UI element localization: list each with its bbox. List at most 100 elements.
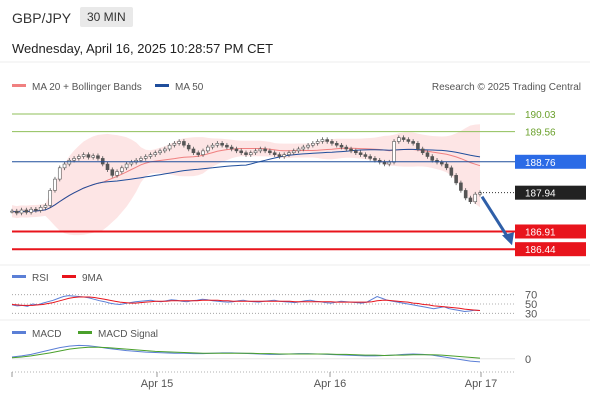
candle <box>268 150 272 154</box>
candle <box>19 209 24 214</box>
candle <box>449 167 454 176</box>
support-2-badge <box>515 242 586 257</box>
candle <box>406 139 411 142</box>
candle <box>363 154 368 157</box>
candle <box>239 150 244 154</box>
candle <box>210 144 215 148</box>
candle <box>196 152 201 155</box>
candle <box>57 167 62 180</box>
candle <box>416 143 420 150</box>
pivot-badge <box>515 154 586 169</box>
candle <box>91 155 95 158</box>
candle <box>263 148 267 152</box>
candle <box>439 161 444 165</box>
macd-tick-0: 0 <box>525 354 531 366</box>
candle <box>182 141 186 146</box>
candle <box>387 161 392 165</box>
rsi-ma-legend-label: 9MA <box>82 273 103 284</box>
rsi-series-0 <box>11 295 481 313</box>
candle <box>10 210 14 213</box>
ma20-legend-swatch <box>12 84 26 87</box>
symbol-title: GBP/JPY <box>12 10 72 26</box>
candle <box>215 143 220 146</box>
x-tick-label: Apr 15 <box>141 378 173 390</box>
candle <box>148 154 153 157</box>
candle <box>397 137 401 142</box>
forecast-arrow-head <box>502 232 514 246</box>
macd-signal-legend-label: MACD Signal <box>98 329 158 340</box>
support-1-label: 186.91 <box>525 227 556 238</box>
x-tick-label: Apr 17 <box>465 378 497 390</box>
support-2-label: 186.44 <box>525 245 556 256</box>
support-1-badge <box>515 224 586 239</box>
candle <box>420 148 425 154</box>
last-price-label: 187.94 <box>525 189 556 200</box>
candle <box>287 152 291 155</box>
candle <box>100 158 105 165</box>
candle <box>401 137 406 140</box>
macd-legend-label: MACD <box>32 329 61 340</box>
candle <box>191 148 196 154</box>
timestamp: Wednesday, April 16, 2025 10:28:57 PM CE… <box>12 41 274 56</box>
ma50-legend-swatch <box>155 84 169 87</box>
timeframe-badge[interactable]: 30 MIN <box>80 7 133 27</box>
candle <box>14 210 19 214</box>
rsi-tick-30: 30 <box>525 308 537 320</box>
candle <box>96 155 100 159</box>
candle <box>129 161 134 165</box>
rsi-series-1 <box>11 296 481 311</box>
candle <box>72 158 76 161</box>
candle <box>349 148 353 152</box>
candle <box>77 156 81 159</box>
candle <box>330 141 334 144</box>
candle <box>120 167 124 172</box>
forecast-arrow-shaft <box>480 195 511 240</box>
candle <box>459 182 463 191</box>
candle <box>229 146 234 150</box>
x-axis: Apr 15 Apr 16 Apr 17 <box>11 371 515 390</box>
candle <box>38 207 43 211</box>
ma50-line <box>11 148 481 213</box>
candle <box>220 143 224 146</box>
candle <box>444 163 449 169</box>
candle <box>81 154 86 157</box>
candle <box>153 152 158 155</box>
candle <box>325 139 329 142</box>
candle <box>301 146 306 150</box>
candle <box>110 169 115 176</box>
rsi-ma-legend-swatch <box>62 275 76 278</box>
macd-series-1 <box>11 346 481 359</box>
candle <box>320 139 325 142</box>
ma50-legend-label: MA 50 <box>175 82 204 93</box>
candle <box>373 158 377 161</box>
candle <box>306 144 310 148</box>
candle <box>277 154 282 157</box>
candle <box>86 154 91 158</box>
candle <box>163 148 167 152</box>
candle <box>167 144 172 150</box>
candle <box>172 143 177 146</box>
candle <box>296 148 301 152</box>
price-levels: 190.03 189.56 188.76 187.94 186.91 186.44 <box>12 110 586 257</box>
candle <box>311 143 315 146</box>
rsi-tick-70: 70 <box>525 290 537 302</box>
candle <box>463 190 468 199</box>
candle <box>29 208 33 213</box>
ma20-legend-label: MA 20 + Bollinger Bands <box>32 82 142 93</box>
candle <box>430 156 435 161</box>
candle <box>201 150 205 155</box>
candle <box>344 146 349 150</box>
candle <box>43 205 48 208</box>
candle <box>34 208 38 211</box>
bollinger-band <box>12 124 480 236</box>
candle <box>358 152 363 155</box>
resistance-1-label: 189.56 <box>525 128 556 139</box>
candle <box>334 143 339 146</box>
candle <box>24 209 29 213</box>
candle <box>339 144 344 148</box>
candle <box>53 178 57 191</box>
rsi-tick-50: 50 <box>525 299 537 311</box>
candle <box>272 152 277 155</box>
